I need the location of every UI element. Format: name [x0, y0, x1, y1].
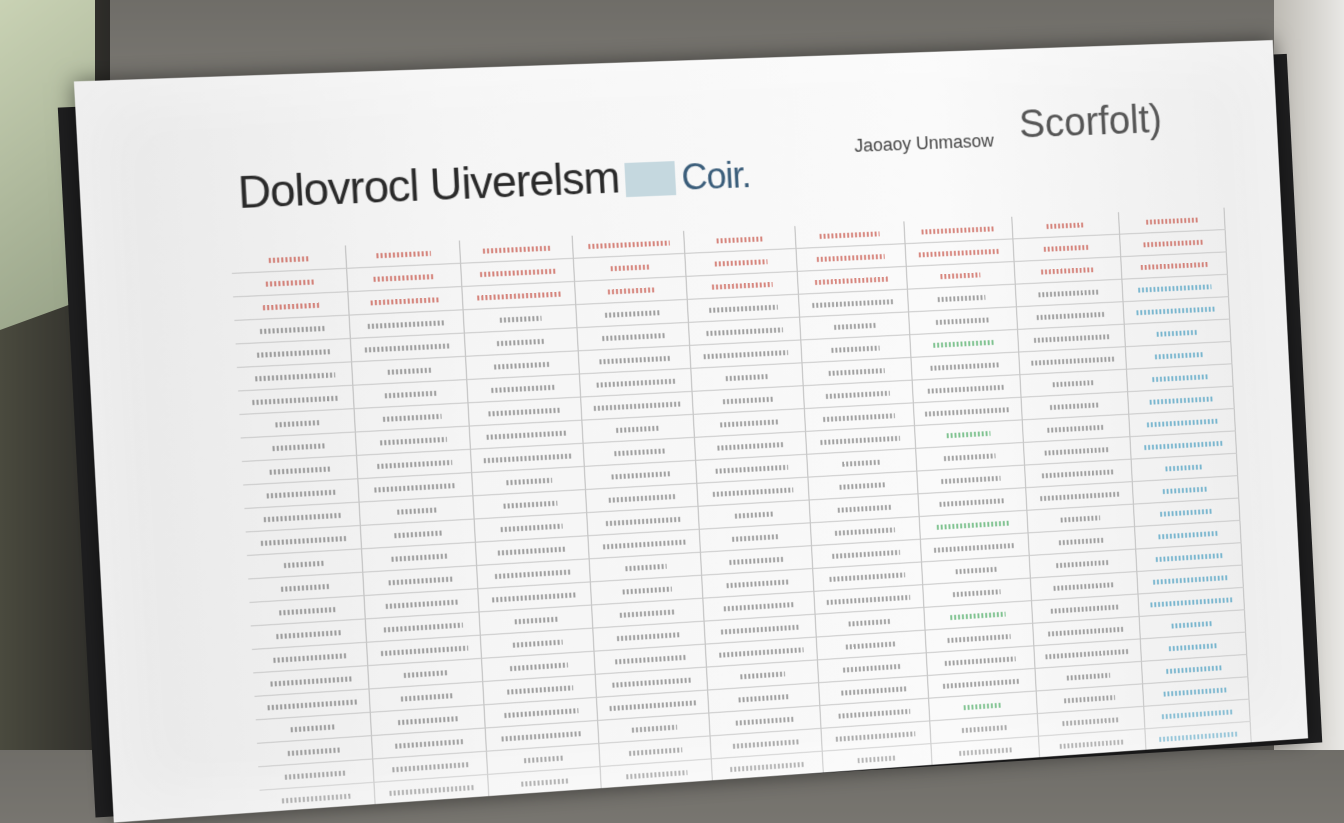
printed-sheet: Dolovrocl Uiverelsm Coir. Jaoaoy Unmasow …	[73, 40, 1309, 823]
vignette	[74, 40, 1308, 822]
